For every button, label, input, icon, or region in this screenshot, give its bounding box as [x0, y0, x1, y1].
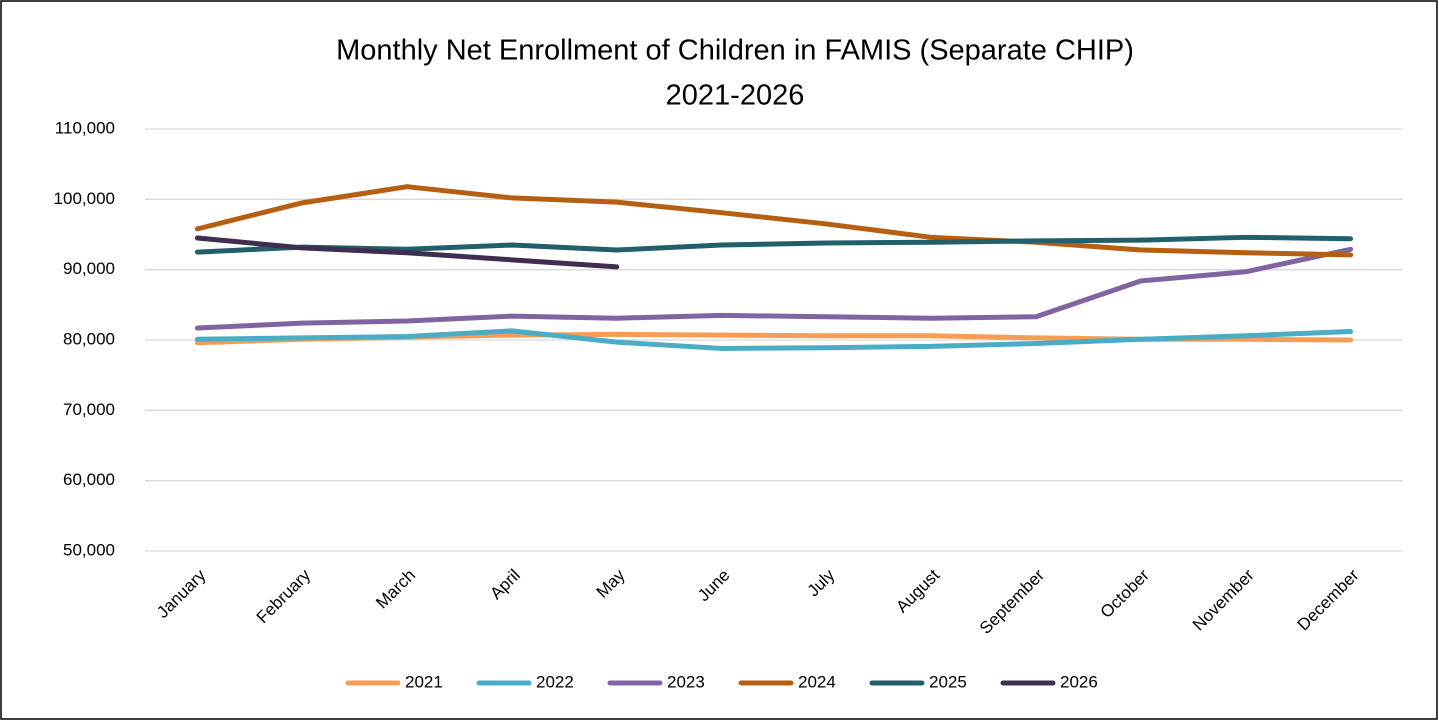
y-tick-label: 50,000 [63, 540, 115, 559]
line-series [194, 234, 1354, 255]
y-tick-label: 90,000 [63, 259, 115, 278]
y-tick-label: 70,000 [63, 400, 115, 419]
legend-label: 2022 [536, 672, 574, 691]
legend-label: 2023 [667, 672, 705, 691]
y-tick-label: 100,000 [54, 189, 115, 208]
y-tick-label: 80,000 [63, 329, 115, 348]
line-series [194, 235, 620, 270]
line-series [194, 246, 1354, 331]
line-series [194, 328, 1354, 351]
legend-label: 2026 [1060, 672, 1098, 691]
chart-subtitle: 2021-2026 [666, 80, 805, 112]
y-tick-label: 60,000 [63, 470, 115, 489]
legend-label: 2025 [929, 672, 967, 691]
legend-label: 2021 [405, 672, 443, 691]
legend-label: 2024 [798, 672, 836, 691]
y-tick-label: 110,000 [55, 118, 115, 137]
line-series [194, 184, 1354, 258]
chart-title: Monthly Net Enrollment of Children in FA… [336, 35, 1134, 67]
